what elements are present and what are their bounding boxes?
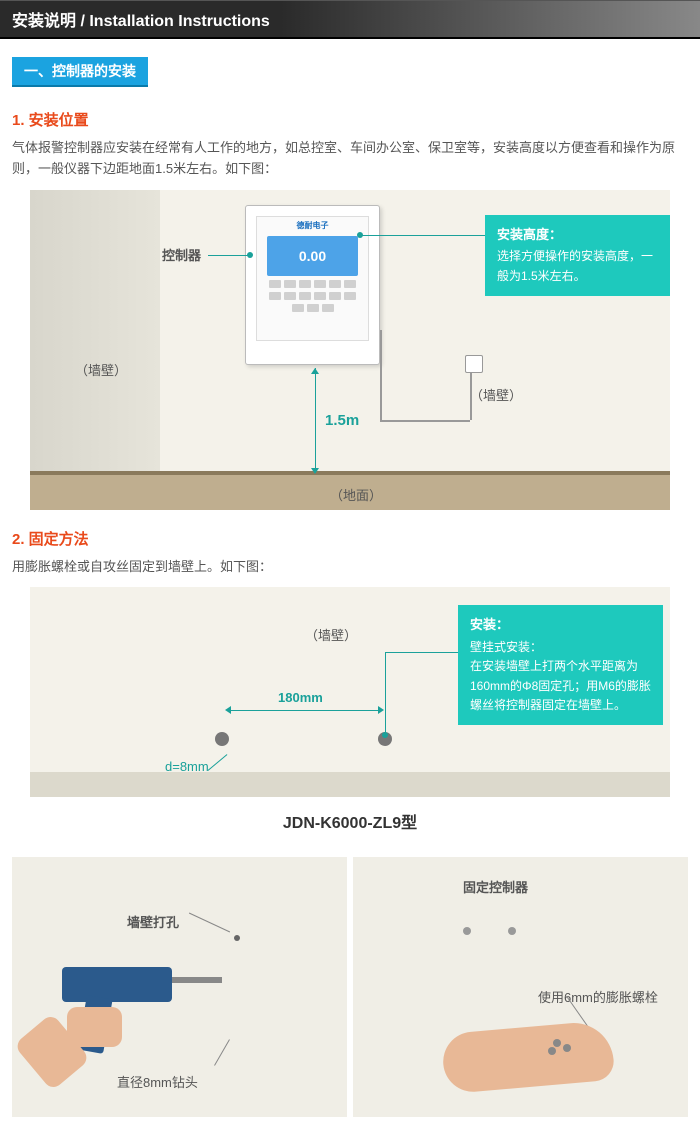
leader-line xyxy=(208,255,248,256)
bolt-mark xyxy=(508,927,516,935)
wall-label: （墙壁） xyxy=(305,625,357,644)
info-title-2: 安装： xyxy=(470,615,651,636)
measure-line xyxy=(315,368,316,473)
body-text-2: 用膨胀螺栓或自攻丝固定到墙壁上。如下图： xyxy=(12,557,688,578)
floor xyxy=(30,772,670,797)
controller-label: 控制器 xyxy=(162,245,201,264)
info-line2: 在安装墙壁上打两个水平距离为160mm的Φ8固定孔；用M6的膨胀螺丝将控制器固定… xyxy=(470,657,651,715)
photo-right: 固定控制器 使用6mm的膨胀螺栓 xyxy=(353,857,688,1117)
wall-left xyxy=(30,190,160,510)
info-title: 安装高度： xyxy=(497,225,658,246)
leader-line xyxy=(385,652,460,653)
header-title-en: Installation Instructions xyxy=(89,13,269,30)
photo-row: 墙壁打孔 直径8mm钻头 固定控制器 使用6mm的膨胀螺栓 xyxy=(0,857,700,1137)
leader-line xyxy=(214,1040,230,1066)
illustration-1: 德耐电子 0.00 控制器 （墙壁） （墙壁） （地面） 1.5m xyxy=(30,190,670,510)
controller-reading: 0.00 xyxy=(299,248,326,264)
leader-dot xyxy=(247,252,253,258)
wall-right-label: （墙壁） xyxy=(470,385,522,404)
arrow-right-icon xyxy=(378,706,384,714)
model-title: JDN-K6000-ZL9型 xyxy=(12,809,688,833)
header-title-cn: 安装说明 xyxy=(12,13,76,30)
info-text: 选择方便操作的安装高度，一般为1.5米左右。 xyxy=(497,247,658,285)
ground-label: （地面） xyxy=(330,485,382,504)
wall-left-label: （墙壁） xyxy=(75,360,127,379)
measure-line-h xyxy=(230,710,378,711)
hole-left xyxy=(215,732,229,746)
header-sep: / xyxy=(76,13,89,30)
controller-brand: 德耐电子 xyxy=(257,217,368,234)
sub-heading-2: 2. 固定方法 xyxy=(12,528,688,549)
width-measure: 180mm xyxy=(278,690,323,705)
info-line1: 壁挂式安装： xyxy=(470,638,651,657)
header-bar: 安装说明 / Installation Instructions xyxy=(0,0,700,39)
info-box-1: 安装高度： 选择方便操作的安装高度，一般为1.5米左右。 xyxy=(485,215,670,296)
section-title: 一、控制器的安装 xyxy=(12,57,148,87)
leader-line xyxy=(360,235,487,236)
leader-line xyxy=(189,913,230,933)
leader-line xyxy=(385,652,386,734)
content: 一、控制器的安装 1. 安装位置 气体报警控制器应安装在经常有人工作的地方，如总… xyxy=(0,39,700,857)
cable xyxy=(380,420,470,422)
arrow-left-icon xyxy=(225,706,231,714)
photo-left: 墙壁打孔 直径8mm钻头 xyxy=(12,857,347,1117)
photo-left-label-1: 墙壁打孔 xyxy=(127,912,179,931)
photo-right-label-2: 使用6mm的膨胀螺栓 xyxy=(538,987,658,1006)
bolt-mark xyxy=(463,927,471,935)
outlet-icon xyxy=(465,355,483,373)
leader-line xyxy=(208,754,228,771)
drill-icon xyxy=(22,957,212,1077)
hand-icon xyxy=(441,1020,616,1095)
diameter-label: d=8mm xyxy=(165,759,209,774)
body-text-1: 气体报警控制器应安装在经常有人工作的地方，如总控室、车间办公室、保卫室等，安装高… xyxy=(12,138,688,180)
arrow-down-icon xyxy=(311,468,319,474)
sub-heading-1: 1. 安装位置 xyxy=(12,109,688,130)
leader-dot xyxy=(357,232,363,238)
height-measure: 1.5m xyxy=(325,412,359,429)
illustration-2: （墙壁） 180mm d=8mm 安装： 壁挂式安装： 在安装墙壁上打两个水平距… xyxy=(30,587,670,797)
cable xyxy=(380,330,382,420)
info-box-2: 安装： 壁挂式安装： 在安装墙壁上打两个水平距离为160mm的Φ8固定孔；用M6… xyxy=(458,605,663,725)
controller-screen: 0.00 xyxy=(267,236,358,276)
hole-mark xyxy=(234,935,240,941)
photo-right-label-1: 固定控制器 xyxy=(463,877,528,896)
photo-left-label-2: 直径8mm钻头 xyxy=(117,1072,198,1091)
controller-device: 德耐电子 0.00 xyxy=(245,205,380,365)
arrow-up-icon xyxy=(311,368,319,374)
